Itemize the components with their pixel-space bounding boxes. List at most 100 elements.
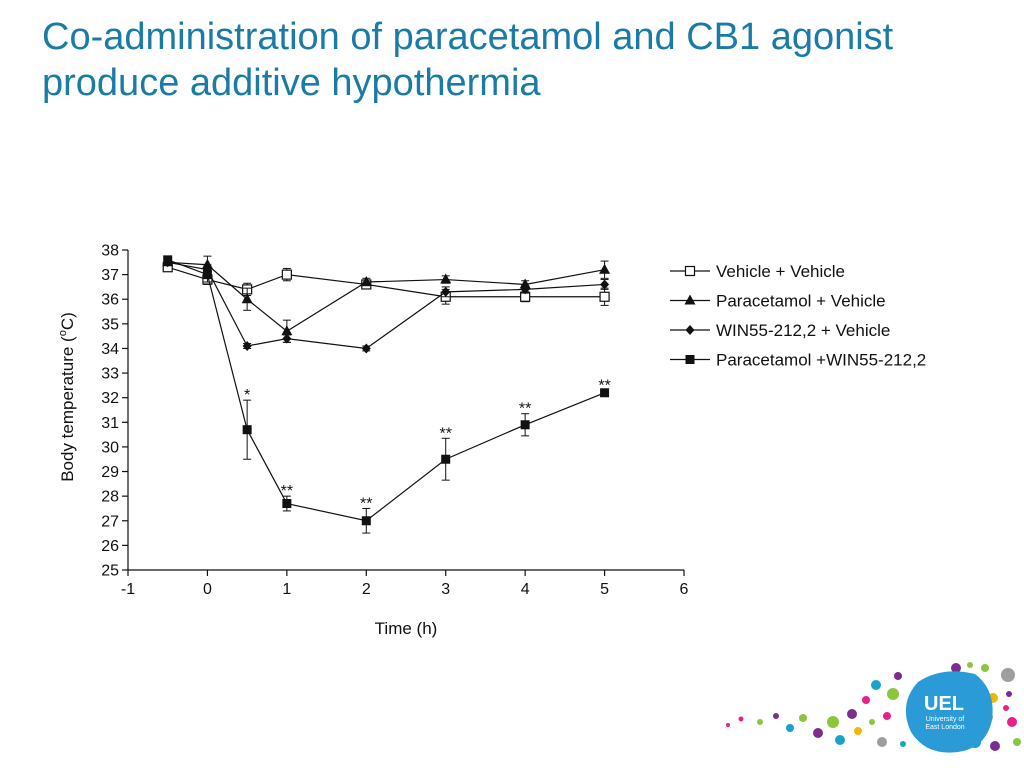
data-point xyxy=(201,258,213,269)
legend-marker xyxy=(684,265,696,277)
legend-item-1: Vehicle + Vehicle xyxy=(670,262,845,281)
significance-label: ** xyxy=(519,401,531,418)
decorative-dot xyxy=(869,719,875,725)
significance-label: ** xyxy=(360,495,372,512)
legend-label: Paracetamol + Vehicle xyxy=(716,292,886,311)
y-tick-label: 25 xyxy=(101,563,119,580)
chart-annotations: *********** xyxy=(244,377,611,512)
decorative-dot xyxy=(877,737,887,747)
x-tick-label: 6 xyxy=(680,581,689,598)
data-point xyxy=(281,325,293,336)
x-axis-label: Time (h) xyxy=(375,619,438,638)
data-point xyxy=(242,341,252,351)
data-point xyxy=(600,279,610,290)
data-point xyxy=(600,388,610,398)
y-tick-label: 29 xyxy=(101,464,119,481)
x-tick-label: 2 xyxy=(362,581,371,598)
decorative-dot xyxy=(847,709,857,719)
y-tick-label: 27 xyxy=(101,513,119,530)
legend-item-4: Paracetamol +WIN55-212,2 xyxy=(670,351,926,370)
data-point xyxy=(242,425,252,435)
data-point xyxy=(520,284,530,295)
significance-label: ** xyxy=(439,425,451,442)
y-tick-label: 37 xyxy=(101,267,119,284)
data-point xyxy=(282,333,292,344)
data-point xyxy=(440,273,452,284)
decorative-dot xyxy=(862,696,870,704)
y-tick-label: 28 xyxy=(101,489,119,506)
decorative-dot xyxy=(827,716,839,728)
y-axis-label-sup: o xyxy=(57,330,69,336)
decorative-dot xyxy=(894,672,902,680)
decorative-dot xyxy=(738,716,744,722)
uel-badge-subtitle-2: East London xyxy=(925,724,964,731)
y-tick-label: 26 xyxy=(101,538,119,555)
x-tick-label: 4 xyxy=(521,581,530,598)
decorative-dot xyxy=(799,714,807,722)
x-tick-label: 0 xyxy=(203,581,212,598)
y-tick-label: 36 xyxy=(101,292,119,309)
data-point xyxy=(241,293,253,304)
series-line xyxy=(167,261,605,350)
series-3 xyxy=(163,257,610,354)
decorative-dot xyxy=(1003,705,1009,711)
y-tick-label: 33 xyxy=(101,366,119,383)
series-2 xyxy=(162,255,611,343)
data-point xyxy=(599,291,610,302)
y-tick-label: 30 xyxy=(101,439,119,456)
y-tick-label: 32 xyxy=(101,390,119,407)
data-point xyxy=(599,263,611,274)
legend-item-2: Paracetamol + Vehicle xyxy=(670,292,886,311)
significance-label: * xyxy=(244,387,250,404)
uel-badge-text: UEL xyxy=(924,693,964,715)
decorative-dot xyxy=(835,735,845,745)
y-tick-label: 38 xyxy=(101,243,119,260)
legend-marker xyxy=(685,325,695,335)
y-tick-label: 34 xyxy=(101,341,119,358)
x-tick-label: -1 xyxy=(121,581,135,598)
legend-marker xyxy=(684,294,696,305)
y-axis-label-suffix: C) xyxy=(58,312,77,330)
x-tick-label: 1 xyxy=(282,581,291,598)
decorative-dot xyxy=(786,724,794,732)
significance-label: ** xyxy=(281,483,293,500)
data-point xyxy=(441,286,451,297)
series-line xyxy=(167,259,605,522)
decorative-dot xyxy=(887,688,899,700)
slide-title: Co-administration of paracetamol and CB1… xyxy=(42,14,982,106)
legend-label: Vehicle + Vehicle xyxy=(716,262,845,281)
legend-label: Paracetamol +WIN55-212,2 xyxy=(716,351,926,370)
data-point xyxy=(520,420,530,430)
data-point xyxy=(361,516,371,526)
y-axis-label-prefix: Body temperature ( xyxy=(58,336,77,482)
x-tick-label: 5 xyxy=(600,581,609,598)
data-point xyxy=(163,255,173,265)
slide-title-line-2: produce additive hypothermia xyxy=(42,62,541,104)
uel-badge-shape xyxy=(905,671,993,753)
series-line xyxy=(167,261,605,332)
data-point xyxy=(441,454,451,464)
series-4 xyxy=(163,255,610,534)
significance-label: ** xyxy=(598,377,610,394)
decorative-dot xyxy=(981,664,989,672)
decorative-dot xyxy=(1006,691,1012,697)
data-point xyxy=(360,276,372,286)
decorative-dot xyxy=(990,741,1000,751)
decorative-dots xyxy=(726,662,1021,751)
data-point xyxy=(281,269,292,280)
y-axis-label: Body temperature (oC) xyxy=(57,312,77,482)
decorative-dot xyxy=(883,712,891,720)
decorative-dot xyxy=(900,741,906,747)
decorative-dot xyxy=(871,680,881,690)
decorative-dot xyxy=(967,662,973,668)
legend-marker xyxy=(685,355,695,364)
data-point xyxy=(361,343,371,354)
decorative-dot xyxy=(1007,717,1017,727)
decorative-dot xyxy=(773,713,779,719)
data-point xyxy=(282,499,292,509)
legend-item-3: WIN55-212,2 + Vehicle xyxy=(670,321,890,340)
decorative-dot xyxy=(1013,738,1021,746)
